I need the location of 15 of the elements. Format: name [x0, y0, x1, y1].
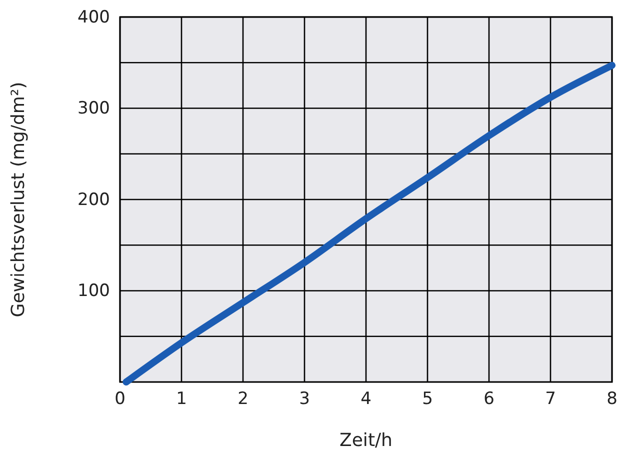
x-tick-label: 2: [238, 389, 248, 410]
y-tick-label: 300: [78, 98, 110, 119]
y-tick-label: 200: [78, 190, 110, 210]
x-tick-label: 7: [545, 389, 556, 410]
x-tick-label: 5: [422, 389, 433, 410]
y-axis-title: Gewichtsverlust (mg/dm²): [8, 82, 29, 318]
x-tick-label: 0: [114, 389, 126, 410]
x-tick-label: 8: [606, 389, 618, 410]
x-tick-label: 3: [299, 389, 310, 410]
x-tick-label: 4: [360, 389, 372, 410]
x-tick-label: 1: [176, 389, 187, 410]
x-axis-title: Zeit/h: [340, 430, 392, 450]
y-tick-label: 400: [78, 7, 110, 28]
x-tick-label: 6: [484, 389, 494, 410]
y-tick-label: 100: [78, 281, 110, 302]
